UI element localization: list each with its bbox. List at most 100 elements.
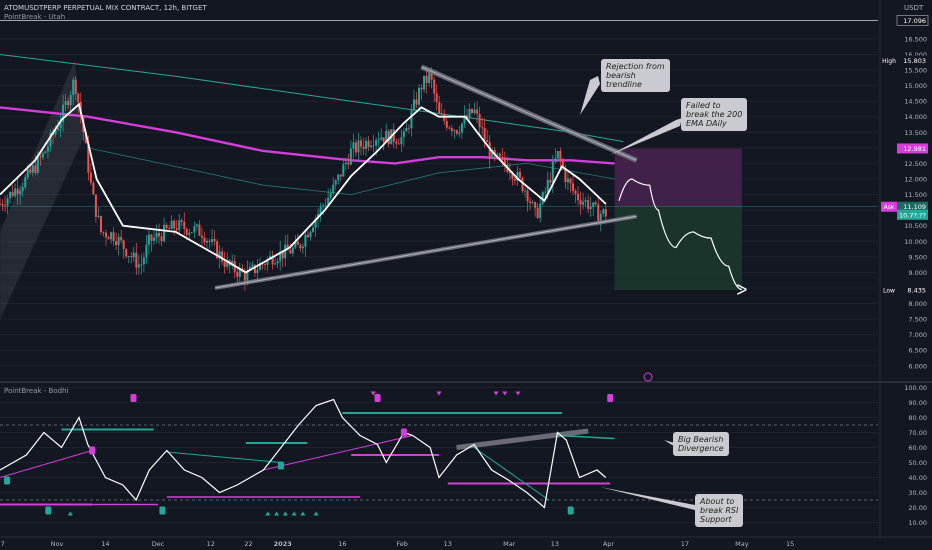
- candle: [203, 231, 206, 246]
- candle-body: [430, 73, 433, 80]
- candle-body: [198, 224, 201, 236]
- candle-body: [299, 244, 302, 249]
- candle: [508, 162, 511, 181]
- candle-body: [208, 240, 211, 242]
- candle: [11, 184, 14, 198]
- price-label-tag: Low: [883, 287, 895, 294]
- candle-body: [370, 145, 373, 148]
- candle-body: [594, 202, 597, 205]
- price-tick-label: 7.000: [908, 331, 927, 339]
- candle-body: [314, 218, 317, 228]
- candle-body: [387, 130, 390, 145]
- candle-body: [433, 79, 436, 94]
- candle: [392, 123, 395, 149]
- candle: [559, 147, 562, 171]
- candle: [137, 254, 140, 276]
- candle: [19, 185, 22, 205]
- up-triangle-marker: [313, 511, 319, 516]
- candle: [49, 129, 52, 152]
- sell-signal-marker-box: [374, 394, 381, 402]
- candle-body: [352, 142, 355, 149]
- candle-body: [518, 171, 521, 178]
- candle: [130, 252, 133, 264]
- candle-body: [122, 240, 125, 250]
- price-tick-label: 16.500: [904, 35, 927, 43]
- time-axis-label: 7: [1, 540, 5, 548]
- candle-body: [501, 156, 504, 158]
- candle-body: [604, 209, 607, 217]
- candle-body: [599, 213, 602, 221]
- price-label-1: 17.096: [896, 15, 929, 26]
- candle: [344, 157, 347, 171]
- candle: [271, 250, 274, 270]
- candle: [594, 200, 597, 206]
- osc-tick-label: 30.00: [908, 489, 927, 497]
- candle: [281, 251, 284, 268]
- candle-body: [428, 73, 431, 83]
- price-label-value: 8.435: [907, 286, 926, 294]
- candle: [99, 215, 102, 236]
- candle: [536, 203, 539, 220]
- osc-tick-label: 60.00: [908, 444, 927, 452]
- osc-tick-label: 100.00: [904, 384, 927, 392]
- candle: [577, 186, 580, 206]
- candle-body: [203, 237, 206, 243]
- osc-tick-label: 10.00: [908, 519, 927, 527]
- candle-body: [49, 132, 52, 147]
- candle: [188, 228, 191, 241]
- candle-body: [579, 199, 582, 205]
- price-tick-label: 12.500: [904, 160, 927, 168]
- price-label-tag: Ask: [884, 204, 895, 211]
- candle-body: [105, 232, 108, 238]
- candle-body: [226, 260, 229, 267]
- ema-teal-mid-line: [87, 147, 615, 196]
- buy-signal-marker-box: [567, 506, 574, 515]
- down-triangle-marker: [515, 391, 521, 396]
- candle-body: [211, 239, 214, 242]
- candle: [170, 215, 173, 230]
- candle-body: [213, 239, 216, 242]
- candle: [208, 238, 211, 249]
- candle-body: [395, 141, 398, 144]
- candle: [352, 133, 355, 159]
- rsi-support-pointer: [600, 487, 695, 510]
- price-tick-label: 16.000: [904, 51, 927, 59]
- candle: [158, 223, 161, 245]
- candle-body: [69, 95, 72, 106]
- candle-body: [516, 171, 519, 181]
- candle-body: [127, 256, 130, 257]
- candle: [112, 227, 115, 246]
- price-label-tag-box: [881, 201, 897, 212]
- up-triangle-marker: [274, 511, 280, 516]
- candle: [72, 76, 75, 106]
- candle-body: [365, 140, 368, 149]
- candle-body: [236, 272, 239, 277]
- sell-signal-marker: [130, 394, 137, 402]
- price-label-tag: High: [882, 58, 896, 65]
- price-label-tag-box: [881, 284, 897, 295]
- candle-body: [337, 174, 340, 181]
- time-axis-label: 2023: [274, 540, 292, 548]
- candle-body: [125, 249, 128, 257]
- candle-body: [251, 264, 254, 267]
- price-tick-label: 15.000: [904, 82, 927, 90]
- candle-body: [556, 151, 559, 159]
- price-tick-label: 7.500: [908, 316, 927, 324]
- candle: [556, 150, 559, 162]
- candle-body: [99, 216, 102, 233]
- candle-body: [190, 232, 193, 233]
- candle-body: [271, 255, 274, 265]
- candle: [584, 197, 587, 207]
- candle-body: [216, 241, 219, 259]
- candle-body: [94, 194, 97, 217]
- candle-body: [435, 93, 438, 103]
- candle-body: [589, 206, 592, 209]
- candle: [395, 138, 398, 149]
- candle-body: [289, 250, 292, 254]
- candle: [319, 202, 322, 222]
- candle: [445, 117, 448, 131]
- candle-body: [339, 174, 342, 177]
- candle: [168, 224, 171, 230]
- candle: [67, 97, 70, 110]
